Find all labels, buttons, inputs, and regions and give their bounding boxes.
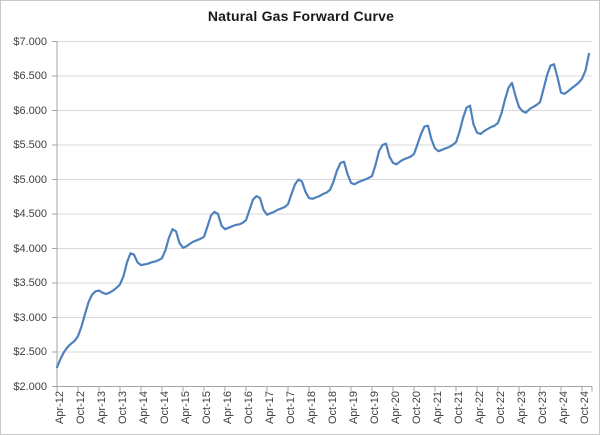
x-axis-tick-label: Oct-19 — [369, 391, 381, 425]
x-axis-tick-label: Apr-15 — [180, 391, 192, 425]
x-axis-tick-label: Oct-23 — [537, 391, 549, 425]
x-axis-tick-label: Apr-21 — [432, 391, 444, 425]
x-axis-tick-label: Apr-23 — [516, 391, 528, 425]
y-axis-tick-label: $4.000 — [13, 242, 47, 255]
x-axis-tick-label: Oct-18 — [327, 391, 339, 425]
x-axis-tick-label: Oct-15 — [201, 391, 213, 425]
x-axis-tick-label: Oct-14 — [159, 391, 171, 425]
y-axis-tick-label: $2.500 — [13, 346, 47, 358]
x-axis-tick-label: Oct-24 — [579, 391, 591, 425]
x-axis-tick-label: Apr-13 — [96, 391, 108, 425]
y-axis-tick-label: $4.500 — [13, 208, 47, 220]
x-axis-tick-label: Apr-12 — [54, 391, 66, 425]
x-axis-tick-label: Apr-20 — [390, 391, 402, 425]
chart-title: Natural Gas Forward Curve — [207, 8, 395, 24]
y-axis-tick-label: $3.000 — [13, 311, 47, 324]
y-axis-tick-label: $3.500 — [13, 277, 47, 289]
x-axis-tick-label: Apr-22 — [474, 391, 486, 425]
x-axis-tick-label: Oct-20 — [411, 391, 423, 425]
x-axis-tick-label: Apr-19 — [348, 391, 360, 425]
x-axis-tick-label: Oct-13 — [117, 391, 129, 425]
x-axis-tick-label: Oct-12 — [75, 391, 87, 425]
x-axis-tick-label: Oct-22 — [495, 391, 507, 425]
x-axis-tick-label: Apr-14 — [138, 391, 150, 425]
y-axis-tick-label: $6.000 — [13, 104, 47, 117]
y-axis-tick-label: $6.500 — [13, 70, 47, 82]
x-axis-tick-label: Apr-24 — [558, 391, 570, 425]
y-axis-tick-label: $5.500 — [13, 139, 47, 151]
x-axis-tick-label: Oct-16 — [243, 391, 255, 425]
x-axis-tick-label: Oct-21 — [453, 391, 465, 425]
x-axis-tick-label: Apr-17 — [264, 391, 276, 425]
x-axis-tick-label: Apr-16 — [222, 391, 234, 425]
x-axis-tick-label: Apr-18 — [306, 391, 318, 425]
y-axis-tick-label: $5.000 — [13, 173, 47, 186]
y-axis-tick-label: $7.000 — [13, 35, 47, 48]
x-axis-tick-label: Oct-17 — [285, 391, 297, 425]
y-axis-tick-label: $2.000 — [13, 380, 47, 393]
forward-curve-line — [55, 52, 591, 369]
